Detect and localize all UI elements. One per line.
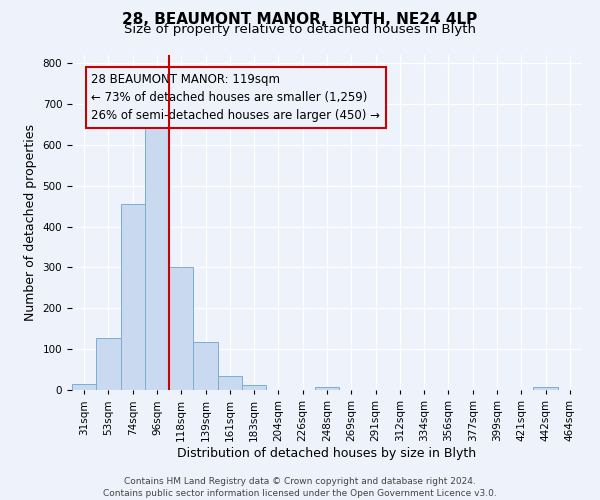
Bar — [242, 385, 266, 390]
Text: 28, BEAUMONT MANOR, BLYTH, NE24 4LP: 28, BEAUMONT MANOR, BLYTH, NE24 4LP — [122, 12, 478, 28]
Bar — [121, 204, 145, 390]
Bar — [96, 338, 121, 390]
Bar — [218, 376, 242, 390]
X-axis label: Distribution of detached houses by size in Blyth: Distribution of detached houses by size … — [178, 446, 476, 460]
Text: 28 BEAUMONT MANOR: 119sqm
← 73% of detached houses are smaller (1,259)
26% of se: 28 BEAUMONT MANOR: 119sqm ← 73% of detac… — [91, 74, 380, 122]
Bar — [145, 118, 169, 390]
Bar — [533, 387, 558, 390]
Bar — [315, 386, 339, 390]
Bar — [193, 342, 218, 390]
Bar — [72, 384, 96, 390]
Text: Size of property relative to detached houses in Blyth: Size of property relative to detached ho… — [124, 22, 476, 36]
Text: Contains HM Land Registry data © Crown copyright and database right 2024.
Contai: Contains HM Land Registry data © Crown c… — [103, 476, 497, 498]
Y-axis label: Number of detached properties: Number of detached properties — [24, 124, 37, 321]
Bar — [169, 268, 193, 390]
